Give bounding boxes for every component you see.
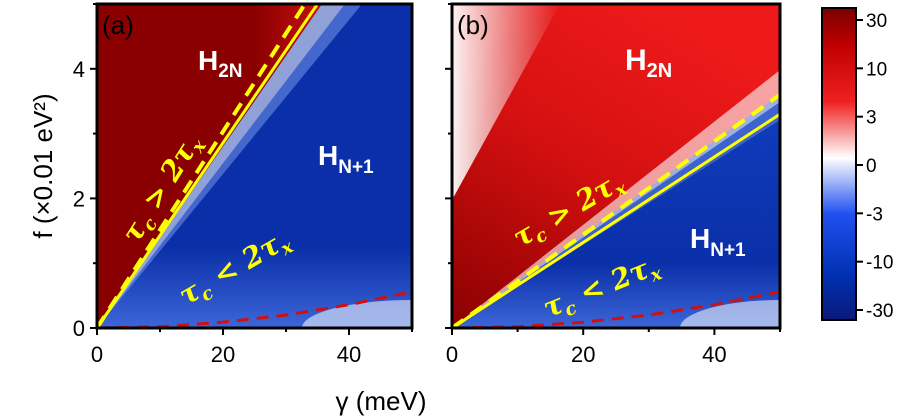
- x-tick-label: 20: [211, 342, 235, 367]
- colorbar-tick-label: -3: [866, 204, 883, 225]
- colorbar-tick-label: 30: [866, 11, 887, 32]
- x-axis-title: γ (meV): [336, 386, 427, 416]
- panel-a-red-dashed-curve: [97, 290, 412, 328]
- colorbar-tick-label: 10: [866, 59, 887, 80]
- y-tick-label: 2: [73, 186, 85, 211]
- x-tick-label: 0: [91, 342, 103, 367]
- x-tick-label: 40: [702, 342, 726, 367]
- panel-a-label: (a): [102, 10, 134, 40]
- panel-b-label: (b): [457, 10, 489, 40]
- y-tick-label: 4: [73, 57, 85, 82]
- panel-a: (a) H2N HN+1 τc > 2τx τc < 2τx: [95, 2, 414, 330]
- panel-a-region-lower: HN+1: [318, 140, 374, 178]
- colorbar-tick-label: -30: [866, 301, 893, 322]
- y-tick-label: 0: [73, 316, 85, 341]
- panel-a-transition-blue: [97, 4, 362, 328]
- panel-a-low-glow: [302, 300, 412, 328]
- x-tick-label: 0: [446, 342, 458, 367]
- colorbar-tick-label: 0: [866, 156, 877, 177]
- colorbar-gradient: [821, 7, 857, 321]
- panel-b: (b) H2N HN+1 τc > 2τx τc < 2τx: [450, 2, 782, 330]
- panel-b-red-dashed-curve: [452, 290, 780, 328]
- y-axis-title: f (×0.01 eV²): [28, 93, 58, 238]
- x-tick-label: 20: [571, 342, 595, 367]
- panel-a-frame: [95, 2, 414, 330]
- panel-b-white-fade: [452, 4, 560, 200]
- panel-b-region-h2n-fill: [452, 4, 780, 328]
- panel-a-region-upper: H2N: [198, 45, 243, 82]
- panel-b-region-lower: HN+1: [690, 223, 746, 261]
- panel-a-yellow-dashed-line: [97, 4, 307, 328]
- panel-b-low-glow: [680, 300, 780, 328]
- panel-b-region-upper: H2N: [625, 44, 672, 82]
- panel-b-transition-band: [452, 70, 780, 328]
- panel-b-yellow-dashed-line: [452, 93, 780, 328]
- colorbar-tick-label: 3: [866, 108, 877, 129]
- x-tick-label: 40: [337, 342, 361, 367]
- panel-a-yellow-solid-line: [97, 4, 319, 328]
- colorbar-tick-label: -10: [866, 253, 893, 274]
- panel-b-frame: [450, 2, 782, 330]
- panel-b-yellow-solid-line: [452, 112, 780, 328]
